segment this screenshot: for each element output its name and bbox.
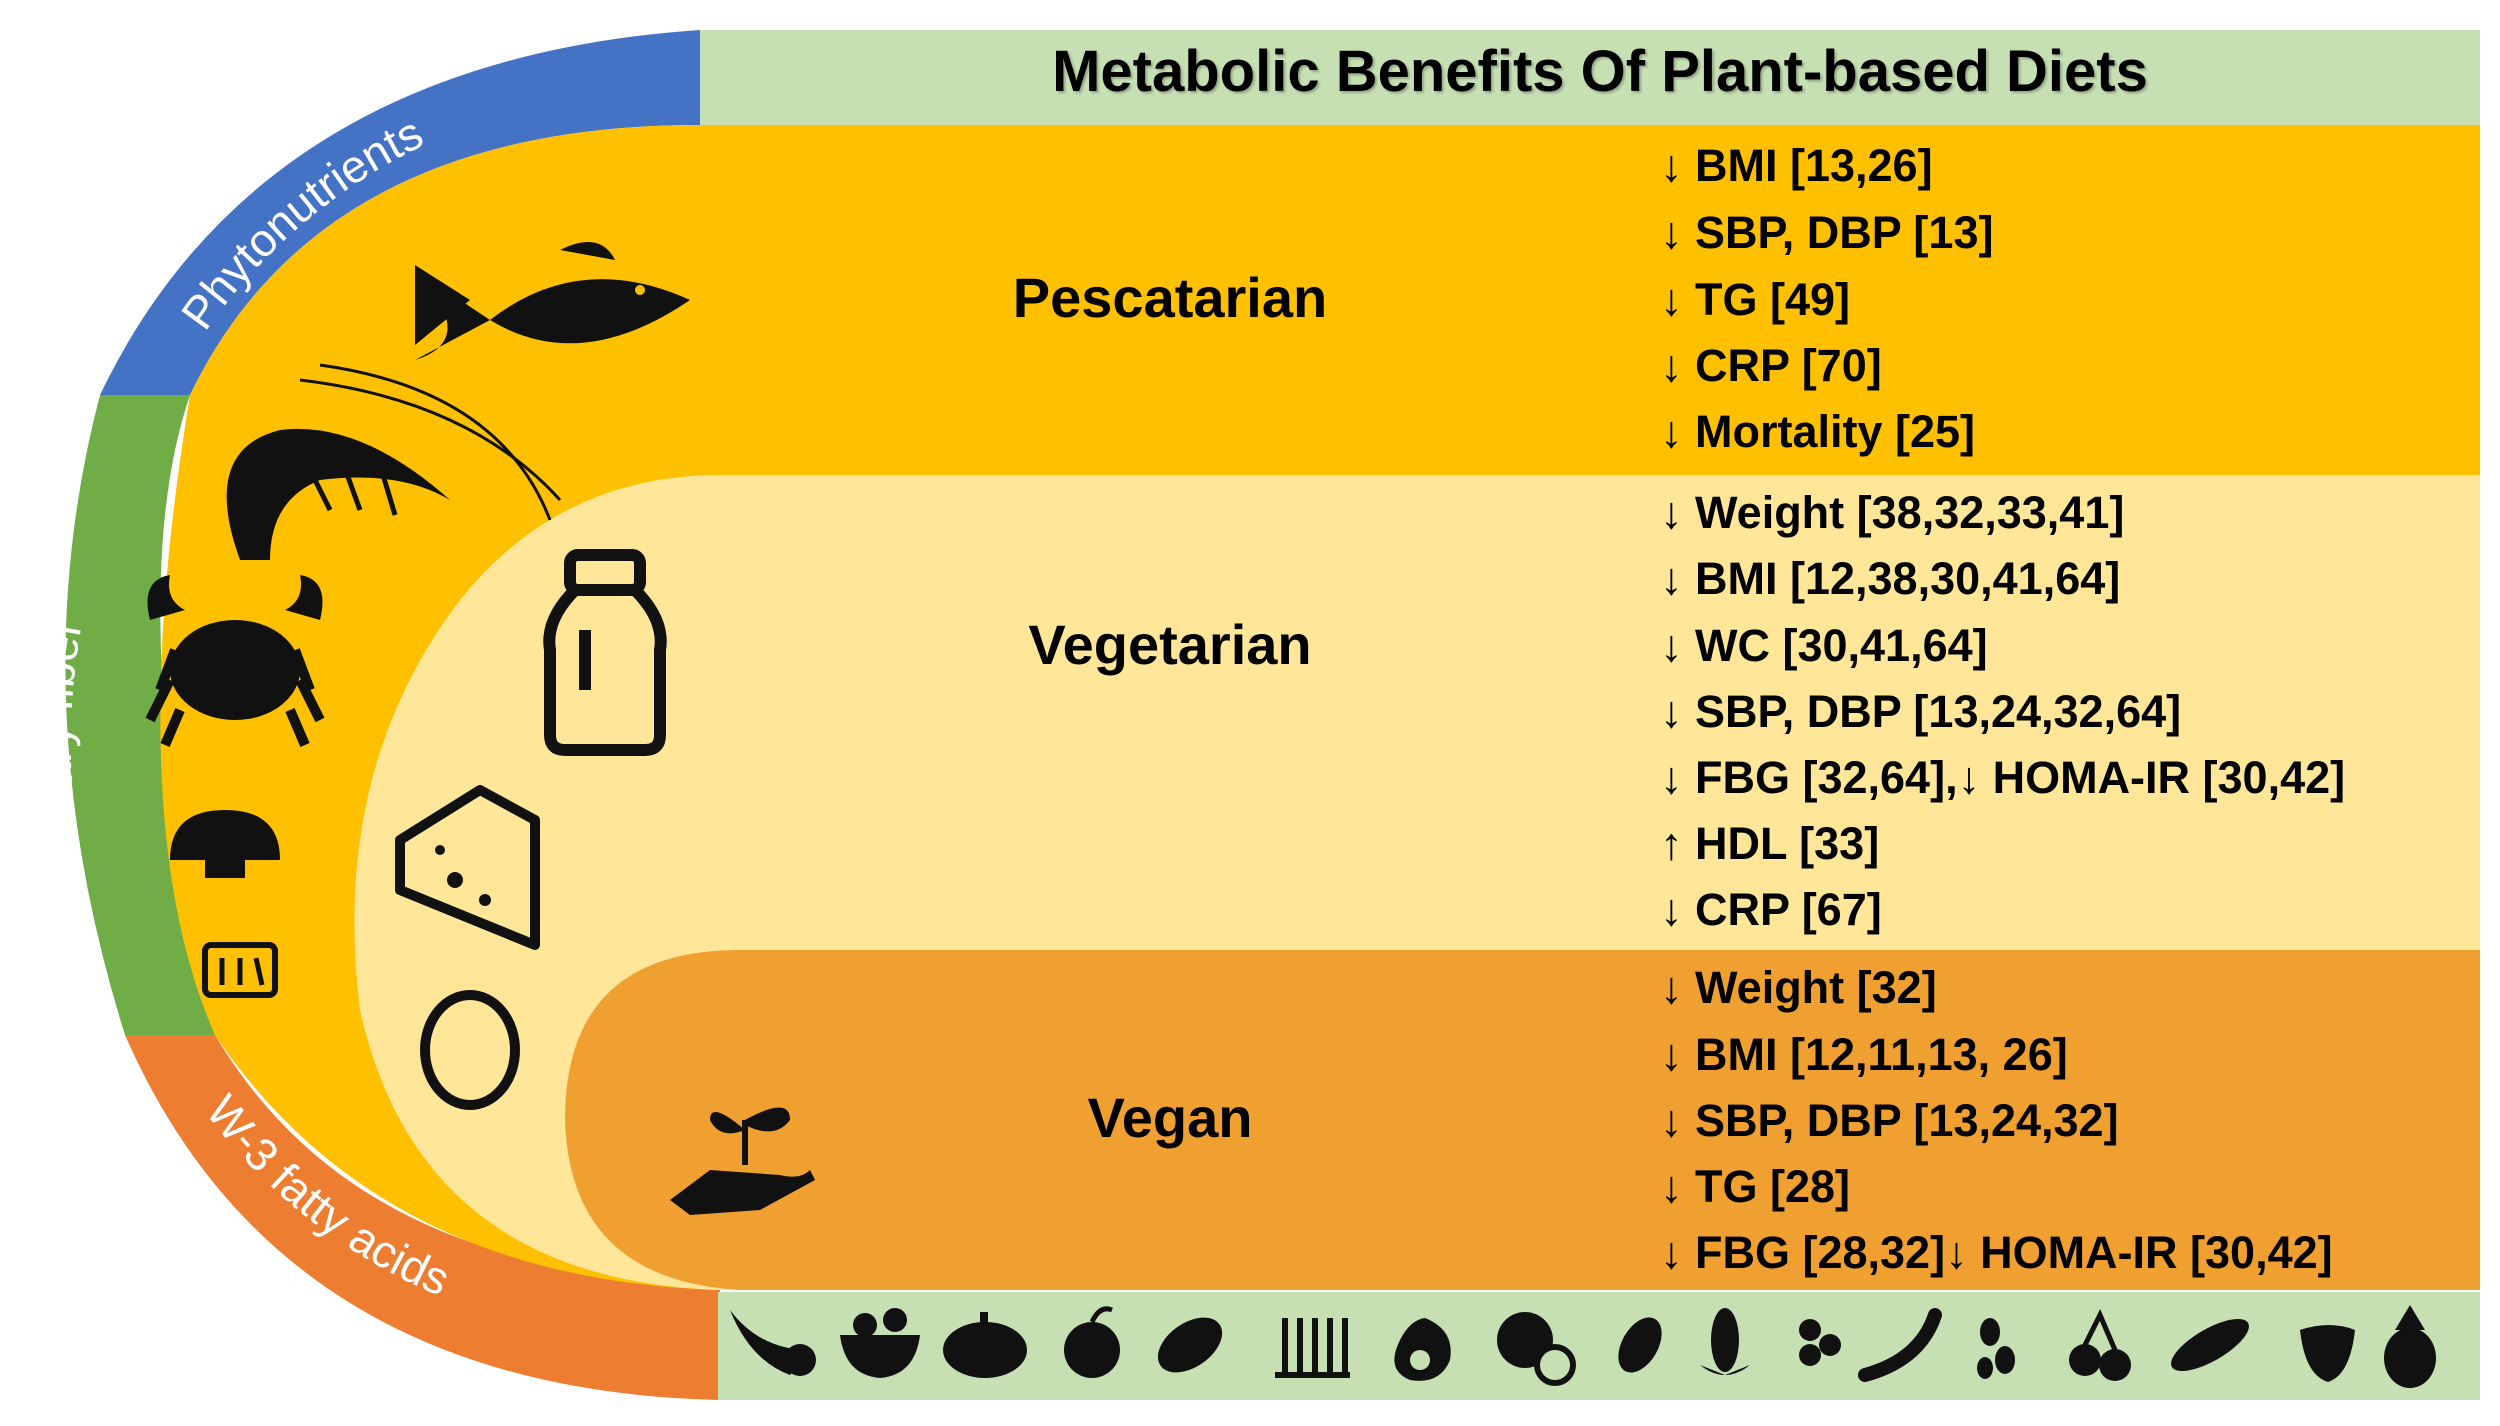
phytonutrients-band (100, 30, 700, 395)
benefit-item: ↓ CRP [67] (1660, 884, 1882, 935)
benefit-item: ↓ BMI [12,38,30,41,64] (1660, 553, 2121, 604)
plant-in-hand-icon (670, 1107, 815, 1215)
wheat-icon (1275, 1318, 1350, 1378)
benefit-item: ↓ BMI [12,11,13, 26] (1660, 1029, 2068, 1080)
fish-icon (415, 242, 690, 360)
crab-icon (145, 575, 325, 747)
cornucopia-icon (730, 1310, 816, 1376)
peanut-icon (1618, 1317, 1662, 1373)
benefit-item: ↓ Mortality [25] (1660, 406, 1976, 457)
benefit-item: ↓ TG [49] (1660, 274, 1851, 325)
benefit-item: ↓ BMI [13,26] (1660, 140, 1933, 191)
berries-icon (1799, 1319, 1841, 1366)
benefit-item: ↓ CRP [70] (1660, 340, 1882, 391)
diet-label-vegetarian: Vegetarian (1028, 613, 1312, 676)
fruit-bowl-icon (840, 1308, 920, 1378)
papaya-icon (1157, 1317, 1223, 1373)
strawberry-icon (2300, 1325, 2355, 1382)
benefit-item: ↓ WC [30,41,64] (1660, 620, 1988, 671)
cheese-icon (395, 785, 540, 950)
canned-fish-icon (202, 942, 278, 998)
corn-icon (1700, 1308, 1750, 1375)
benefit-item: ↓ SBP, DBP [13,24,32,64] (1660, 686, 2182, 737)
benefit-item: ↓ TG [28] (1660, 1161, 1851, 1212)
peas-icon (2171, 1319, 2249, 1371)
apple-icon (1064, 1306, 1120, 1378)
chili-icon (1858, 1308, 1942, 1382)
cherries-icon (2069, 1309, 2131, 1381)
benefit-item: ↓ FBG [28,32]↓ HOMA-IR [30,42] (1660, 1227, 2333, 1278)
benefit-item: ↓ Weight [32] (1660, 962, 1937, 1013)
benefit-item: ↓ Weight [38,32,33,41] (1660, 487, 2125, 538)
diet-label-vegan: Vegan (1087, 1086, 1253, 1149)
avocado-icon (1394, 1318, 1451, 1381)
diagram-title: Metabolic Benefits Of Plant-based Diets (1052, 39, 2148, 104)
egg-icon (420, 990, 520, 1110)
diet-label-pescatarian: Pescatarian (1012, 266, 1328, 329)
beans-icon (1977, 1318, 2015, 1379)
pumpkin-icon (943, 1312, 1027, 1378)
pineapple-icon (2384, 1305, 2436, 1388)
title-bar (700, 30, 2480, 125)
omega3-band (125, 1035, 720, 1400)
benefit-item: ↓ SBP, DBP [13,24,32] (1660, 1095, 2119, 1146)
shrimp-icon (226, 363, 562, 560)
vegan-region (565, 950, 2480, 1290)
benefit-item: ↑ HDL [33] (1660, 818, 1880, 869)
benefit-item: ↓ SBP, DBP [13] (1660, 207, 1994, 258)
benefit-item: ↓ FBG [32,64],↓ HOMA-IR [30,42] (1660, 752, 2346, 803)
citrus-icon (1497, 1312, 1576, 1386)
scallop-icon (170, 810, 280, 878)
milk-bottle-icon (543, 549, 667, 756)
